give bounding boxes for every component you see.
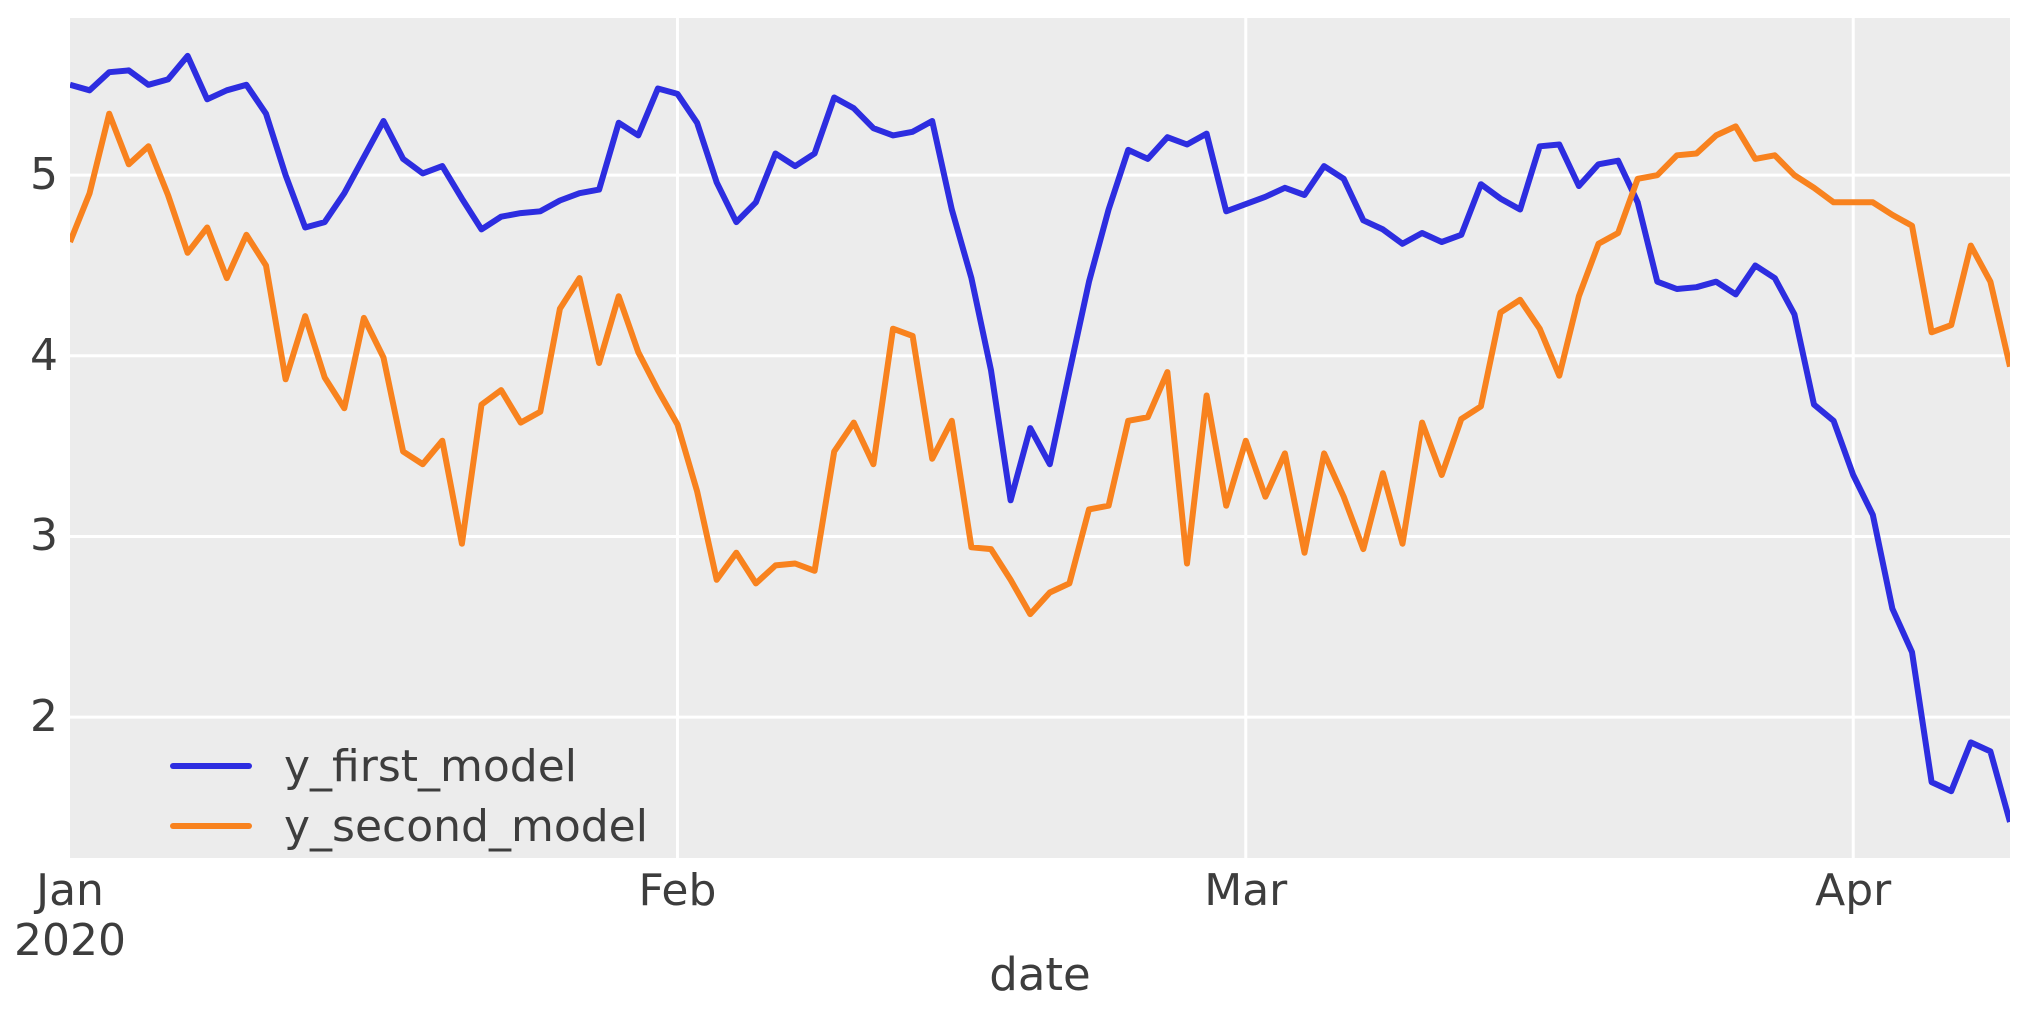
y_second_model-line	[70, 110, 2010, 618]
x-axis-title: date	[989, 948, 1091, 1001]
data-series-lines	[70, 52, 2010, 823]
x-tick-label-Jan: Jan 2020	[14, 865, 126, 966]
y-tick-label-2: 2	[30, 691, 58, 743]
x-tick-label-Mar: Mar	[1204, 865, 1288, 916]
y-tick-label-5: 5	[30, 149, 58, 201]
gridlines	[70, 18, 2010, 858]
legend-item-second-model: y_second_model	[170, 796, 648, 856]
y-tick-label-3: 3	[30, 510, 58, 562]
x-tick-label-Feb: Feb	[638, 865, 717, 916]
plot-area: y_first_model y_second_model	[70, 18, 2010, 858]
legend-label-second-model: y_second_model	[284, 800, 648, 852]
legend-item-first-model: y_first_model	[170, 736, 648, 796]
legend: y_first_model y_second_model	[170, 736, 648, 856]
first-model-line-swatch	[170, 763, 252, 769]
second-model-line-swatch	[170, 823, 252, 829]
y_first_model-line	[70, 52, 2010, 823]
legend-label-first-model: y_first_model	[284, 740, 578, 792]
chart-canvas	[70, 18, 2010, 858]
x-tick-label-Apr: Apr	[1815, 865, 1892, 916]
y-tick-label-4: 4	[30, 329, 58, 381]
